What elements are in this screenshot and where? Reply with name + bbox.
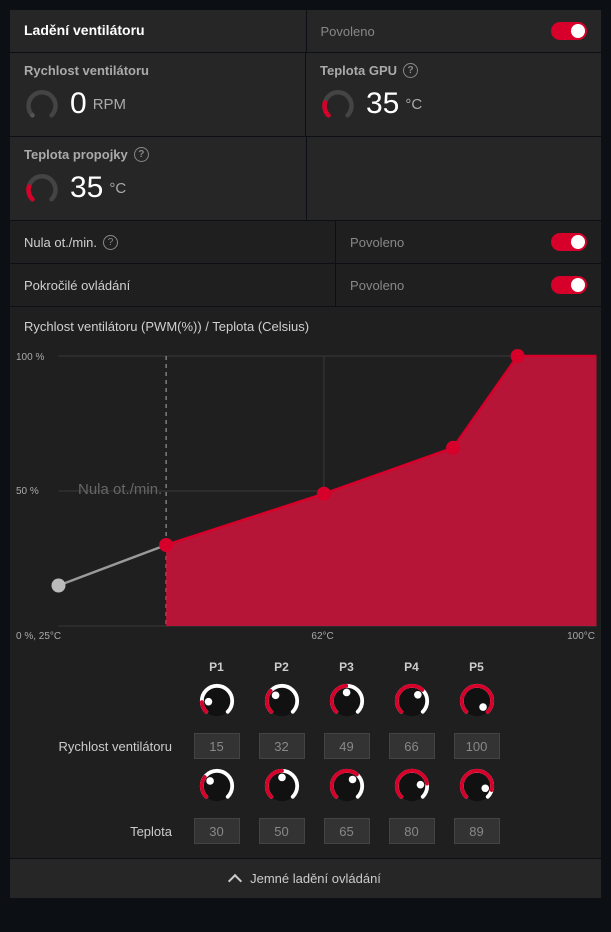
- chevron-up-icon: [228, 873, 242, 887]
- panel-status-label: Povoleno: [321, 24, 375, 39]
- fan-knob[interactable]: [458, 682, 496, 725]
- help-icon[interactable]: ?: [103, 235, 118, 250]
- y-label-50: 50 %: [16, 486, 39, 497]
- gpu-temp-arc-icon: [320, 86, 356, 122]
- fan-speed-arc-icon: [24, 86, 60, 122]
- y-label-100: 100 %: [16, 352, 44, 363]
- panel-title: Ladění ventilátoru: [10, 10, 306, 52]
- knob-section: P1 P2 P3 P4 P5 Rychlost ventilátoru: [10, 646, 601, 858]
- knob-column-header: P4: [404, 660, 419, 674]
- help-icon[interactable]: ?: [403, 63, 418, 78]
- fan-speed-gauge: Rychlost ventilátoru 0 RPM: [10, 53, 305, 136]
- temp-knob[interactable]: [393, 767, 431, 810]
- gpu-temp-value: 35: [366, 87, 399, 121]
- zero-zone-label: Nula ot./min.: [78, 481, 162, 498]
- junction-temp-value: 35: [70, 171, 103, 205]
- temp-knob[interactable]: [198, 767, 236, 810]
- fan-value-input[interactable]: [324, 733, 370, 759]
- advanced-row: Pokročilé ovládání Povoleno: [10, 264, 601, 307]
- knob-column-header: P3: [339, 660, 354, 674]
- temp-value-input[interactable]: [389, 818, 435, 844]
- panel-status-cell: Povoleno: [306, 10, 602, 52]
- fan-curve-chart[interactable]: 100 % 50 % 0 %, 25°C 62°C 100°C Nula ot.…: [10, 346, 601, 646]
- fan-knob[interactable]: [393, 682, 431, 725]
- fan-knob[interactable]: [263, 682, 301, 725]
- temp-value-input[interactable]: [324, 818, 370, 844]
- help-icon[interactable]: ?: [134, 147, 149, 162]
- advanced-toggle[interactable]: [551, 276, 587, 294]
- fan-speed-value: 0: [70, 87, 87, 121]
- junction-temp-unit: °C: [109, 180, 126, 197]
- fan-value-input[interactable]: [389, 733, 435, 759]
- fan-tuning-toggle[interactable]: [551, 22, 587, 40]
- fan-value-input[interactable]: [194, 733, 240, 759]
- temp-value-input[interactable]: [454, 818, 500, 844]
- fan-speed-label: Rychlost ventilátoru: [24, 63, 149, 78]
- advanced-status: Povoleno: [350, 278, 404, 293]
- knob-column-header: P2: [274, 660, 289, 674]
- junction-temp-gauge: Teplota propojky ? 35 °C: [10, 137, 306, 220]
- gauge-row-2: Teplota propojky ? 35 °C: [10, 137, 601, 221]
- header-row: Ladění ventilátoru Povoleno: [10, 10, 601, 53]
- chart-title: Rychlost ventilátoru (PWM(%)) / Teplota …: [10, 307, 601, 346]
- gpu-temp-gauge: Teplota GPU ? 35 °C: [305, 53, 601, 136]
- knob-column-header: P1: [209, 660, 224, 674]
- junction-temp-arc-icon: [24, 170, 60, 206]
- fine-tuning-footer[interactable]: Jemné ladění ovládání: [10, 858, 601, 898]
- temp-value-input[interactable]: [259, 818, 305, 844]
- fan-knob[interactable]: [198, 682, 236, 725]
- x-label-left: 0 %, 25°C: [16, 631, 61, 642]
- fan-knob[interactable]: [328, 682, 366, 725]
- fan-speed-unit: RPM: [93, 96, 126, 113]
- x-label-right: 100°C: [567, 631, 595, 642]
- fan-tuning-panel: Ladění ventilátoru Povoleno Rychlost ven…: [10, 10, 601, 898]
- temp-knob[interactable]: [263, 767, 301, 810]
- temp-knob[interactable]: [328, 767, 366, 810]
- fan-value-input[interactable]: [259, 733, 305, 759]
- zero-rpm-label: Nula ot./min.: [24, 235, 97, 250]
- fan-row-label: Rychlost ventilátoru: [59, 739, 184, 754]
- gpu-temp-label: Teplota GPU: [320, 63, 397, 78]
- footer-label: Jemné ladění ovládání: [250, 871, 381, 886]
- advanced-label: Pokročilé ovládání: [24, 278, 130, 293]
- knob-column-header: P5: [469, 660, 484, 674]
- temp-value-input[interactable]: [194, 818, 240, 844]
- junction-temp-label: Teplota propojky: [24, 147, 128, 162]
- zero-rpm-status: Povoleno: [350, 235, 404, 250]
- temp-knob[interactable]: [458, 767, 496, 810]
- zero-rpm-toggle[interactable]: [551, 233, 587, 251]
- gauge-row-1: Rychlost ventilátoru 0 RPM Teplota GPU ?…: [10, 53, 601, 137]
- empty-gauge-cell: [306, 137, 602, 220]
- gpu-temp-unit: °C: [405, 96, 422, 113]
- temp-row-label: Teplota: [130, 824, 184, 839]
- zero-rpm-row: Nula ot./min. ? Povoleno: [10, 221, 601, 264]
- x-label-mid: 62°C: [311, 631, 333, 642]
- fan-value-input[interactable]: [454, 733, 500, 759]
